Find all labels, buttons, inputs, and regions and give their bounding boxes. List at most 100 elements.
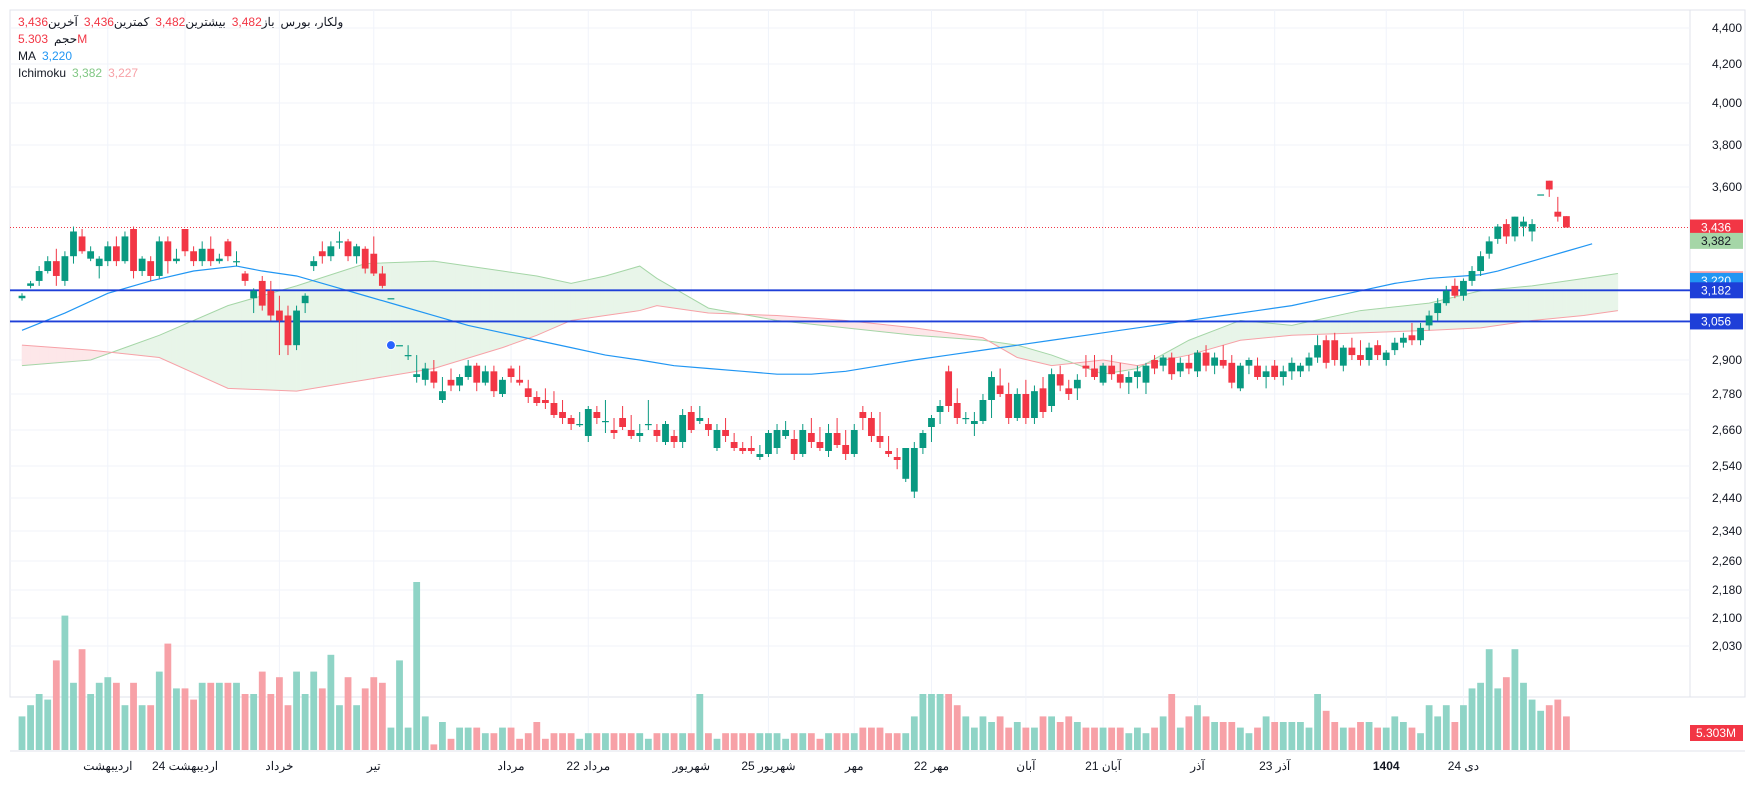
cloud-segment xyxy=(1377,307,1383,333)
candle-body xyxy=(481,371,489,383)
volume-bar xyxy=(207,682,215,750)
candle-body xyxy=(773,430,781,448)
volume-bar xyxy=(842,733,850,750)
volume-bar xyxy=(421,716,429,750)
volume-bar xyxy=(173,688,180,750)
price-badge-label: 3,382 xyxy=(1701,234,1731,248)
price-tick-label: 4,400 xyxy=(1712,21,1742,35)
time-tick-label: 21 آبان xyxy=(1085,758,1121,773)
candle-body xyxy=(1262,371,1270,377)
volume-bar xyxy=(1134,727,1141,750)
price-axis[interactable]: 4,400 4,200 4,000 3,800 3,600 2,900 2,780 2,660… xyxy=(1712,21,1742,653)
volume-bar xyxy=(1451,722,1459,750)
cloud-segment xyxy=(231,302,237,390)
cloud-segment xyxy=(454,263,460,362)
cloud-segment xyxy=(828,318,834,327)
cloud-segment xyxy=(446,262,452,365)
candle-body xyxy=(276,310,283,321)
cloud-segment xyxy=(579,280,585,320)
cloud-segment xyxy=(1308,320,1314,335)
cloud-segment xyxy=(1240,320,1245,341)
cloud-segment xyxy=(866,322,872,331)
candle-body xyxy=(35,271,43,281)
legend-symbol[interactable]: ولکار، بورس xyxy=(280,15,344,29)
legend-ma-row[interactable]: MA 3,220 xyxy=(18,48,343,65)
moving-average xyxy=(21,243,1593,375)
cloud-segment xyxy=(339,270,345,385)
candle-body xyxy=(756,454,764,457)
candle-body xyxy=(1091,368,1098,377)
event-dot[interactable] xyxy=(385,340,396,351)
volume-bar xyxy=(439,722,446,750)
cloud-segment xyxy=(1192,336,1198,355)
volume-bar xyxy=(868,727,875,750)
volume-bar xyxy=(1048,716,1055,750)
time-tick-label: 24 دی xyxy=(1448,759,1479,773)
volume-bar xyxy=(181,688,189,750)
ichimoku-span-b xyxy=(21,305,1618,392)
cloud-segment xyxy=(635,265,641,312)
legend-ichimoku-label: Ichimoku xyxy=(18,66,67,80)
price-tick-label: 4,200 xyxy=(1712,57,1742,71)
volume-bar xyxy=(1194,705,1201,750)
candle-body xyxy=(430,371,438,383)
candle-body xyxy=(233,261,240,263)
volume-bar xyxy=(662,733,669,750)
time-tick-label: 22 مهر xyxy=(914,759,949,773)
legend-ichimoku-row[interactable]: Ichimoku 3,382 3,227 xyxy=(18,65,343,82)
cloud-segment xyxy=(390,262,396,376)
cloud-segment xyxy=(1025,347,1031,361)
cloud-segment xyxy=(1583,277,1589,316)
volume-bar xyxy=(559,733,566,750)
volume-bar xyxy=(1305,727,1313,750)
cloud-segment xyxy=(1210,329,1215,350)
volume-bar xyxy=(1245,733,1253,750)
candle-body xyxy=(1134,371,1141,377)
cloud-segment xyxy=(1476,290,1481,329)
cloud-segment xyxy=(922,328,928,337)
cloud-segment xyxy=(56,347,61,364)
price-tick-label: 3,800 xyxy=(1712,138,1742,152)
candle-body xyxy=(1219,360,1227,366)
candle-body xyxy=(902,448,910,479)
cloud-segment xyxy=(656,277,662,307)
candle-body xyxy=(1116,374,1124,383)
volume-bar xyxy=(1554,699,1562,750)
cloud-segment xyxy=(1197,334,1203,353)
cloud-segment xyxy=(1514,286,1520,324)
candle-body xyxy=(1314,345,1321,358)
candle-body xyxy=(567,418,575,424)
event-marker[interactable] xyxy=(385,340,396,351)
volume-bar xyxy=(833,733,841,750)
volume-bar xyxy=(1082,727,1090,750)
cloud-segment xyxy=(219,307,224,387)
candle-body xyxy=(1065,388,1073,394)
cloud-segment xyxy=(1420,303,1426,331)
candle-body xyxy=(833,433,841,445)
legend-volume-row[interactable]: حجم5.303M xyxy=(18,31,343,48)
cloud-segment xyxy=(1398,305,1404,332)
cloud-segment xyxy=(467,265,473,358)
time-axis[interactable]: اردیبهشت 24 اردیبهشت خرداد تیر مرداد 22 مرداد… xyxy=(83,758,1479,773)
candle-body xyxy=(1365,347,1373,360)
volume-bar xyxy=(507,727,515,750)
cloud-segment xyxy=(472,266,478,357)
volume-bar xyxy=(130,682,137,750)
cloud-segment xyxy=(77,348,83,362)
cloud-segment xyxy=(137,341,143,357)
volume-bar xyxy=(1502,677,1510,750)
cloud-segment xyxy=(1385,306,1391,333)
volume-bar xyxy=(1279,722,1287,750)
price-badge xyxy=(1690,282,1743,299)
volume-bar xyxy=(816,738,824,750)
volume-bar xyxy=(687,733,695,750)
price-badge-label: 3,436 xyxy=(1701,221,1731,235)
volume-bar xyxy=(1236,727,1244,750)
volume-bar xyxy=(112,682,120,750)
volume-bar xyxy=(1442,705,1450,750)
volume-bar xyxy=(1288,722,1296,750)
cloud-segment xyxy=(618,270,623,315)
volume-bar xyxy=(44,699,52,750)
